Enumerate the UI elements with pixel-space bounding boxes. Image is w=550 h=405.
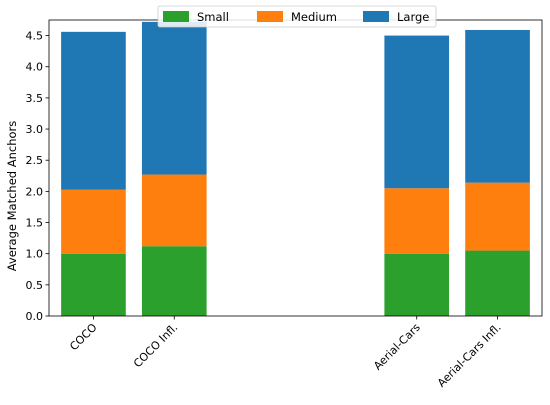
y-tick-label: 3.5 bbox=[26, 92, 44, 105]
y-tick-label: 2.5 bbox=[26, 154, 44, 167]
y-axis-label: Average Matched Anchors bbox=[5, 121, 19, 272]
x-tick-label: COCO bbox=[67, 321, 100, 354]
bar-medium-0 bbox=[61, 189, 126, 254]
x-tick-label: Aerial-Cars Infl. bbox=[435, 321, 504, 390]
x-tick-label: Aerial-Cars bbox=[371, 321, 423, 373]
legend-swatch-large bbox=[363, 11, 389, 22]
bars-layer bbox=[61, 21, 530, 316]
legend-label-medium: Medium bbox=[291, 10, 337, 24]
bar-large-0 bbox=[61, 31, 126, 190]
bar-large-1 bbox=[141, 21, 207, 175]
y-tick-label: 4.0 bbox=[26, 61, 44, 74]
bar-large-2 bbox=[384, 35, 450, 189]
legend-label-large: Large bbox=[397, 10, 429, 24]
legend-swatch-small bbox=[163, 11, 189, 22]
legend-swatch-medium bbox=[257, 11, 283, 22]
y-tick-label: 1.0 bbox=[26, 248, 44, 261]
bar-small-0 bbox=[61, 253, 126, 316]
y-tick-label: 3.0 bbox=[26, 123, 44, 136]
bar-small-1 bbox=[141, 246, 207, 316]
bar-large-3 bbox=[465, 29, 530, 183]
y-tick-label: 0.5 bbox=[26, 279, 44, 292]
bar-medium-1 bbox=[141, 174, 207, 247]
bar-small-3 bbox=[465, 250, 530, 316]
legend-label-small: Small bbox=[197, 10, 229, 24]
bar-medium-2 bbox=[384, 188, 450, 254]
legend: Small Medium Large bbox=[157, 5, 437, 28]
x-tick-label: COCO Infl. bbox=[131, 321, 180, 370]
y-tick-label: 4.5 bbox=[26, 30, 44, 43]
y-tick-label: 1.5 bbox=[26, 217, 44, 230]
y-tick-label: 2.0 bbox=[26, 185, 44, 198]
bar-small-2 bbox=[384, 253, 450, 316]
bar-medium-3 bbox=[465, 182, 530, 251]
y-tick-label: 0.0 bbox=[26, 310, 44, 323]
